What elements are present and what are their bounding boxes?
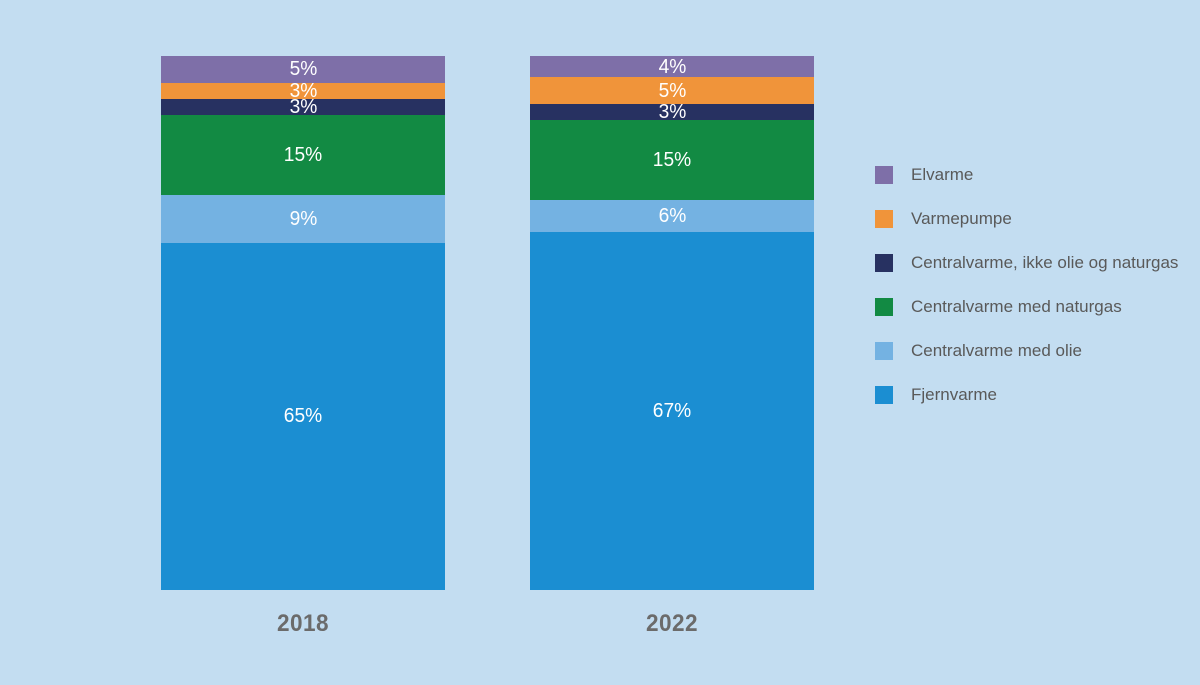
segment-2018-centralvarme-med-naturgas: 15% [161,114,445,195]
segment-2022-varmepumpe: 5% [530,77,814,105]
segment-2022-centralvarme-med-olie: 6% [530,200,814,233]
legend-item-varmepumpe: Varmepumpe [875,210,1178,228]
legend-label: Elvarme [911,165,974,184]
legend-label: Centralvarme, ikke olie og naturgas [911,253,1179,272]
legend-item-centralvarme-med-olie: Centralvarme med olie [875,342,1178,360]
segment-value-label: 67% [652,400,692,423]
segment-value-label: 6% [658,205,686,228]
bar-group-2018: 5% 3% 3% 15% 9% 65% 2018 [161,56,445,638]
segment-value-label: 15% [652,149,692,172]
legend-swatch-icon [875,342,893,360]
category-axis-label-2022: 2022 [645,610,699,637]
legend-item-centralvarme-ikke-olie-og-naturgas: Centralvarme, ikke olie og naturgas [875,254,1178,272]
segment-value-label: 3% [289,79,317,102]
segment-2018-centralvarme-ikke-olie-og-naturgas: 3% [161,95,445,118]
segment-2022-fjernvarme: 67% [530,232,814,590]
legend-item-centralvarme-med-naturgas: Centralvarme med naturgas [875,298,1178,316]
segment-2018-fjernvarme: 65% [161,242,445,590]
bar-group-2022: 4% 5% 3% 15% 6% 67% 2022 [530,56,814,638]
legend-swatch-icon [875,166,893,184]
segment-2022-elvarme: 4% [530,55,814,78]
segment-2018-elvarme: 5% [161,56,445,83]
category-axis-label-2018: 2018 [276,610,330,637]
legend-item-elvarme: Elvarme [875,166,1178,184]
segment-value-label: 3% [658,101,686,124]
legend-swatch-icon [875,210,893,228]
stacked-bar-2022: 4% 5% 3% 15% 6% 67% [530,56,814,590]
legend-swatch-icon [875,298,893,316]
stacked-bar-2018: 5% 3% 3% 15% 9% 65% [161,56,445,590]
legend-swatch-icon [875,386,893,404]
segment-2022-centralvarme-ikke-olie-og-naturgas: 3% [530,101,814,124]
segment-value-label: 3% [289,95,317,118]
legend-label: Fjernvarme [911,385,997,404]
segment-value-label: 5% [289,58,317,81]
legend-swatch-icon [875,254,893,272]
segment-2018-varmepumpe: 3% [161,79,445,102]
segment-value-label: 65% [283,405,323,428]
segment-value-label: 5% [658,79,686,102]
chart-legend: Elvarme Varmepumpe Centralvarme, ikke olie… [875,166,1178,430]
legend-label: Centralvarme med naturgas [911,297,1122,316]
legend-label: Varmepumpe [911,209,1012,228]
segment-value-label: 4% [658,55,686,78]
plot-area: 5% 3% 3% 15% 9% 65% 2018 4% 5% 3% 15% 6% 67% 2022 [161,56,814,638]
segment-value-label: 9% [289,207,317,230]
segment-value-label: 15% [283,143,323,166]
legend-item-fjernvarme: Fjernvarme [875,386,1178,404]
segment-2018-centralvarme-med-olie: 9% [161,194,445,243]
segment-2022-centralvarme-med-naturgas: 15% [530,120,814,201]
legend-label: Centralvarme med olie [911,341,1083,360]
